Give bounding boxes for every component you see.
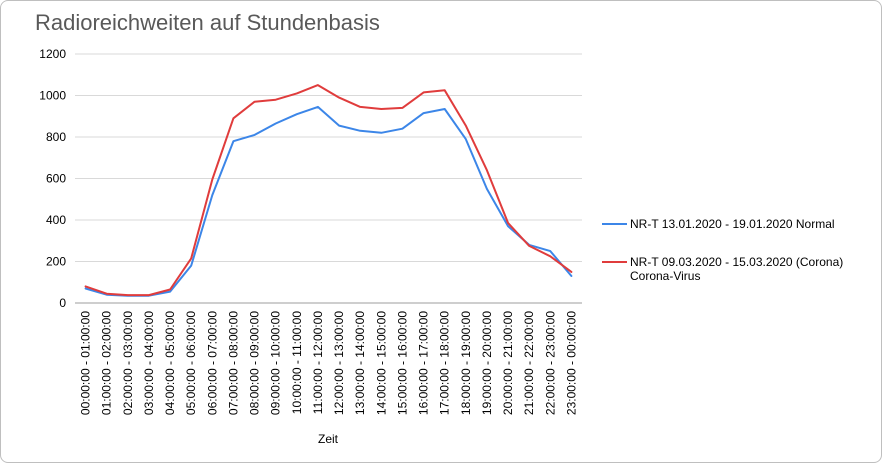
x-tick-label: 09:00:00 - 10:00:00 (269, 311, 283, 415)
legend: NR-T 13.01.2020 - 19.01.2020 Normal NR-T … (602, 217, 843, 283)
y-axis-tick-labels: 0 200 400 600 800 1000 1200 (39, 47, 66, 310)
y-tick-label: 0 (59, 296, 66, 310)
series-lines (84, 84, 573, 297)
x-tick-label: 22:00:00 - 23:00:00 (543, 311, 557, 415)
series-line-1 (84, 105, 573, 297)
x-tick-label: 08:00:00 - 09:00:00 (248, 311, 262, 415)
x-tick-label: 12:00:00 - 13:00:00 (332, 311, 346, 415)
y-tick-label: 800 (46, 130, 66, 144)
y-tick-label: 600 (46, 172, 66, 186)
x-tick-label: 01:00:00 - 02:00:00 (100, 311, 114, 415)
x-tick-label: 03:00:00 - 04:00:00 (142, 311, 156, 415)
y-tick-label: 1200 (39, 47, 66, 61)
y-tick-label: 400 (46, 213, 66, 227)
x-tick-label: 10:00:00 - 11:00:00 (290, 311, 304, 415)
legend-label-1: NR-T 13.01.2020 - 19.01.2020 Normal (630, 217, 835, 231)
x-tick-label: 18:00:00 - 19:00:00 (459, 311, 473, 415)
x-tick-label: 02:00:00 - 03:00:00 (121, 311, 135, 415)
y-tick-label: 200 (46, 255, 66, 269)
x-tick-label: 16:00:00 - 17:00:00 (417, 311, 431, 415)
x-tick-label: 06:00:00 - 07:00:00 (205, 311, 219, 415)
series-line-2 (84, 84, 573, 297)
x-tick-label: 04:00:00 - 05:00:00 (163, 311, 177, 415)
x-tick-label: 15:00:00 - 16:00:00 (395, 311, 409, 415)
x-tick-label: 19:00:00 - 20:00:00 (480, 311, 494, 415)
x-tick-label: 20:00:00 - 21:00:00 (501, 311, 515, 415)
legend-label-2: NR-T 09.03.2020 - 15.03.2020 (Corona) (630, 255, 843, 269)
legend-label-2: Corona-Virus (630, 269, 700, 283)
chart-title: Radioreichweiten auf Stundenbasis (35, 10, 380, 35)
x-tick-label: 13:00:00 - 14:00:00 (353, 311, 367, 415)
x-tick-label: 05:00:00 - 06:00:00 (184, 311, 198, 415)
x-tick-label: 07:00:00 - 08:00:00 (226, 311, 240, 415)
x-tick-label: 23:00:00 - 00:00:00 (564, 311, 578, 415)
x-tick-label: 11:00:00 - 12:00:00 (311, 311, 325, 415)
x-axis-tick-labels: 00:00:00 - 01:00:00 01:00:00 - 02:00:00 02… (79, 311, 579, 415)
x-tick-label: 00:00:00 - 01:00:00 (79, 311, 93, 415)
x-tick-label: 14:00:00 - 15:00:00 (374, 311, 388, 415)
x-tick-label: 17:00:00 - 18:00:00 (438, 311, 452, 415)
x-tick-label: 21:00:00 - 22:00:00 (522, 311, 536, 415)
x-axis-title: Zeit (318, 432, 339, 446)
gridlines (75, 53, 582, 304)
y-tick-label: 1000 (39, 89, 66, 103)
